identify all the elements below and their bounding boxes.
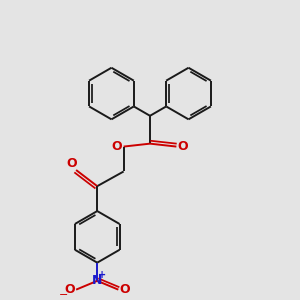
Text: O: O bbox=[119, 283, 130, 296]
Text: O: O bbox=[178, 140, 188, 153]
Text: O: O bbox=[64, 283, 75, 296]
Text: −: − bbox=[59, 290, 68, 300]
Text: N: N bbox=[92, 274, 102, 287]
Text: O: O bbox=[66, 157, 77, 170]
Text: +: + bbox=[98, 270, 106, 280]
Text: O: O bbox=[112, 140, 122, 153]
